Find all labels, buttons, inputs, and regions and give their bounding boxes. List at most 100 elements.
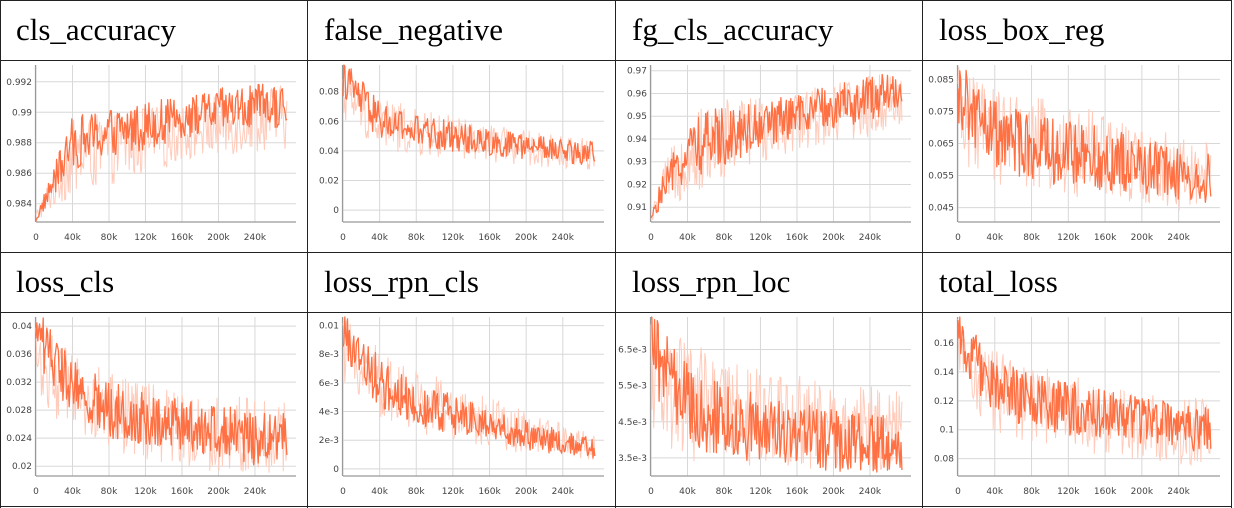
x-tick-label: 160k [171,233,194,243]
x-tick-label: 0 [33,233,39,243]
x-tick-label: 160k [1094,487,1117,497]
grid-border-left [0,0,1,508]
y-tick-label: 8e-3 [319,350,339,360]
y-tick-label: 0.085 [928,75,954,85]
x-tick-label: 240k [552,487,575,497]
grid-border-col2 [615,0,616,508]
y-tick-label: 0.024 [6,434,32,444]
chart-title: total_loss [939,264,1058,299]
y-tick-label: 0.036 [6,350,32,360]
x-tick-label: 80k [1023,233,1040,243]
smoothed-series-line [342,316,596,459]
x-tick-label: 240k [244,487,267,497]
x-tick-label: 160k [478,233,501,243]
x-tick-label: 160k [478,487,501,497]
x-tick-label: 0 [33,487,39,497]
x-tick-label: 160k [786,487,809,497]
grid-border-mid [0,252,1232,253]
raw-series-line [35,327,288,473]
x-tick-label: 160k [171,487,194,497]
chart-title: loss_rpn_loc [632,264,791,299]
x-tick-label: 40k [679,487,696,497]
x-tick-label: 120k [1057,487,1080,497]
x-tick-label: 160k [1094,233,1117,243]
chart-title: false_negative [324,12,504,47]
x-tick-label: 80k [408,233,425,243]
y-tick-label: 0.06 [319,117,339,127]
x-tick-label: 40k [986,487,1003,497]
x-tick-label: 40k [679,233,696,243]
x-tick-label: 200k [822,233,845,243]
smoothed-series-line [650,73,903,218]
chart-fg-cls-accuracy: 0 40k 80k 120k 160k 200k 240k 0.91 0.92 0.93 0.94 0… [627,65,911,243]
y-tick-label: 0.04 [12,322,32,332]
chart-title: cls_accuracy [16,12,177,47]
y-tick-label: 0 [333,206,339,216]
x-tick-label: 80k [101,233,118,243]
y-tick-label: 0.984 [6,200,32,210]
x-tick-label: 0 [340,487,346,497]
smoothed-series-line [35,83,288,222]
x-tick-label: 0 [340,233,346,243]
x-tick-label: 0 [648,487,654,497]
x-tick-label: 200k [207,487,230,497]
y-tick-label: 0 [333,465,339,475]
y-tick-label: 0.075 [928,107,954,117]
x-tick-label: 0 [648,233,654,243]
y-tick-label: 0.94 [627,135,647,145]
smoothed-series-line [35,317,288,466]
y-tick-label: 3.5e-3 [618,454,647,464]
chart-loss-box-reg: 0 40k 80k 120k 160k 200k 240k 0.045 0.055 0.065 0.… [928,65,1220,243]
x-tick-label: 200k [207,233,230,243]
x-tick-label: 0 [955,233,961,243]
x-tick-label: 120k [1057,233,1080,243]
y-tick-label: 0.02 [319,177,339,187]
x-tick-label: 240k [859,233,882,243]
y-tick-label: 0.96 [627,89,647,99]
y-tick-label: 0.08 [934,455,954,465]
smoothed-series-line [957,69,1212,203]
x-tick-label: 80k [408,487,425,497]
y-tick-label: 4.5e-3 [618,418,647,428]
y-tick-label: 0.045 [928,204,954,214]
x-tick-label: 120k [749,233,772,243]
y-tick-label: 0.04 [319,147,339,157]
x-tick-label: 80k [101,487,118,497]
y-tick-label: 0.028 [6,406,32,416]
x-tick-label: 40k [64,487,81,497]
x-tick-label: 0 [955,487,961,497]
y-tick-label: 0.988 [6,139,32,149]
x-tick-label: 200k [822,487,845,497]
grid-border-right [1231,0,1232,508]
y-tick-label: 0.08 [319,88,339,98]
grid-border-col1 [307,0,308,508]
x-tick-label: 200k [515,233,538,243]
y-tick-label: 0.986 [6,169,32,179]
smoothed-series-line [342,64,596,165]
y-tick-label: 6.5e-3 [618,346,647,356]
x-tick-label: 80k [1023,487,1040,497]
chart-title: loss_box_reg [939,12,1105,47]
chart-loss-rpn-loc: 0 40k 80k 120k 160k 200k 240k 3.5e-3 4.5e-3 5.5e-… [618,316,911,497]
smoothed-series-line [650,316,903,473]
y-tick-label: 0.92 [627,180,647,190]
x-tick-label: 240k [1167,487,1190,497]
x-tick-label: 240k [244,233,267,243]
y-tick-label: 0.01 [319,322,339,332]
grid-border-top [0,0,1232,1]
y-tick-label: 0.12 [934,397,954,407]
x-tick-label: 40k [371,233,388,243]
x-tick-label: 120k [749,487,772,497]
y-tick-label: 5.5e-3 [618,382,647,392]
x-tick-label: 200k [1131,233,1154,243]
grid-border-bottom [0,506,1232,507]
chart-title: fg_cls_accuracy [632,12,834,47]
x-tick-label: 240k [552,233,575,243]
y-tick-label: 0.14 [934,368,954,378]
x-tick-label: 240k [1167,233,1190,243]
grid-border-title-row1 [0,60,1232,61]
x-tick-label: 160k [786,233,809,243]
grid-border-title-row2 [0,312,1232,313]
x-tick-label: 120k [442,487,465,497]
y-tick-label: 0.99 [12,108,32,118]
